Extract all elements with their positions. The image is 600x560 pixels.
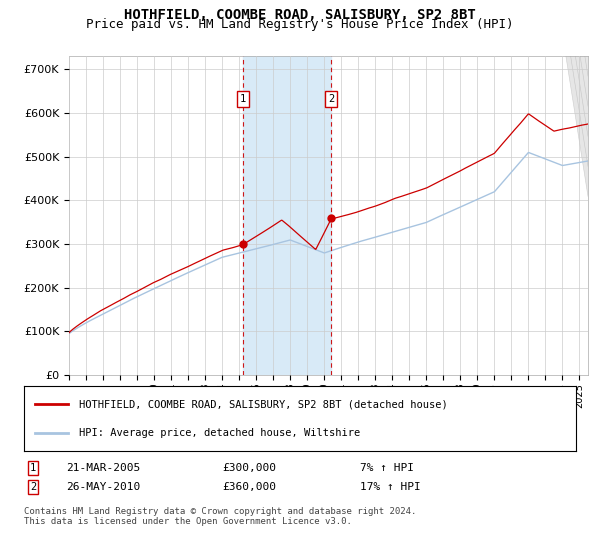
Text: 2: 2: [30, 482, 36, 492]
Text: 7% ↑ HPI: 7% ↑ HPI: [360, 463, 414, 473]
Bar: [243, 56, 331, 375]
Polygon shape: [566, 56, 588, 197]
Text: 1: 1: [30, 463, 36, 473]
Text: HOTHFIELD, COOMBE ROAD, SALISBURY, SP2 8BT (detached house): HOTHFIELD, COOMBE ROAD, SALISBURY, SP2 8…: [79, 399, 448, 409]
Text: 2: 2: [328, 94, 334, 104]
Text: Price paid vs. HM Land Registry's House Price Index (HPI): Price paid vs. HM Land Registry's House …: [86, 18, 514, 31]
Text: HOTHFIELD, COOMBE ROAD, SALISBURY, SP2 8BT: HOTHFIELD, COOMBE ROAD, SALISBURY, SP2 8…: [124, 8, 476, 22]
Text: 17% ↑ HPI: 17% ↑ HPI: [360, 482, 421, 492]
Text: HPI: Average price, detached house, Wiltshire: HPI: Average price, detached house, Wilt…: [79, 428, 361, 438]
Text: £300,000: £300,000: [222, 463, 276, 473]
Text: 21-MAR-2005: 21-MAR-2005: [66, 463, 140, 473]
Text: £360,000: £360,000: [222, 482, 276, 492]
Text: 26-MAY-2010: 26-MAY-2010: [66, 482, 140, 492]
Text: 1: 1: [240, 94, 246, 104]
Text: Contains HM Land Registry data © Crown copyright and database right 2024.
This d: Contains HM Land Registry data © Crown c…: [24, 507, 416, 526]
